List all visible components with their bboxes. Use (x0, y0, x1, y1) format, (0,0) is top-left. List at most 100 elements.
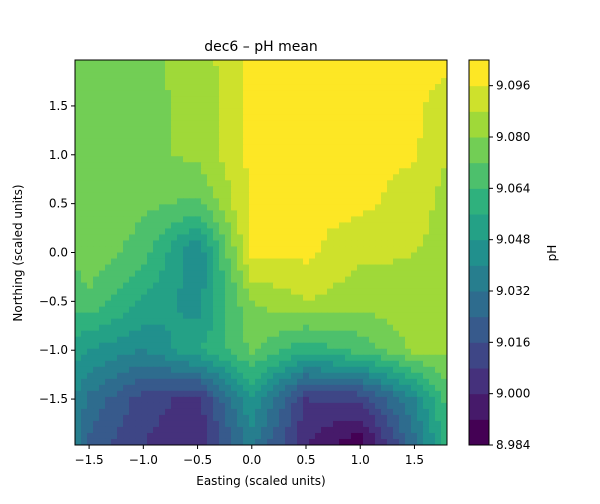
contour-cell (411, 210, 418, 218)
contour-cell (153, 228, 160, 236)
contour-cell (303, 408, 310, 416)
contour-cell (141, 78, 148, 85)
contour-cell (303, 192, 310, 199)
contour-cell (279, 318, 286, 326)
contour-cell (327, 390, 334, 398)
contour-cell (285, 162, 292, 169)
contour-cell (111, 354, 118, 362)
contour-cell (213, 180, 220, 187)
contour-cell (93, 84, 100, 91)
contour-cell (123, 384, 130, 392)
contour-cell (141, 240, 148, 248)
contour-cell (141, 66, 148, 73)
contour-cell (99, 288, 106, 296)
contour-cell (417, 318, 424, 326)
contour-cell (261, 264, 268, 272)
contour-cell (117, 282, 124, 290)
contour-cell (165, 210, 172, 218)
contour-cell (429, 78, 436, 85)
contour-cell (87, 102, 94, 109)
colorbar-band (469, 60, 489, 87)
contour-cell (99, 258, 106, 266)
contour-cell (153, 174, 160, 181)
contour-cell (351, 396, 358, 404)
contour-cell (249, 120, 256, 127)
contour-cell (417, 402, 424, 410)
contour-cell (123, 228, 130, 236)
contour-cell (291, 336, 298, 344)
contour-cell (195, 336, 202, 344)
contour-cell (177, 378, 184, 386)
contour-cell (285, 120, 292, 127)
contour-cell (141, 354, 148, 362)
contour-cell (387, 318, 394, 326)
contour-cell (441, 246, 447, 254)
contour-cell (249, 432, 256, 440)
contour-cell (195, 180, 202, 187)
contour-cell (327, 210, 334, 218)
contour-cell (393, 114, 400, 121)
contour-cell (327, 168, 334, 175)
contour-cell (375, 228, 382, 236)
contour-cell (297, 174, 304, 181)
contour-cell (177, 324, 184, 332)
contour-cell (105, 264, 112, 272)
contour-cell (225, 156, 232, 163)
contour-cell (315, 396, 322, 404)
contour-cell (429, 396, 436, 404)
contour-cell (345, 336, 352, 344)
contour-cell (249, 336, 256, 344)
contour-cell (291, 180, 298, 187)
contour-cell (423, 432, 430, 440)
contour-cell (375, 264, 382, 272)
contour-cell (189, 294, 196, 302)
contour-cell (417, 234, 424, 242)
contour-cell (147, 150, 154, 157)
contour-cell (177, 198, 184, 205)
contour-cell (75, 60, 82, 67)
contour-cell (195, 66, 202, 73)
contour-cell (315, 132, 322, 139)
contour-cell (423, 186, 430, 193)
contour-cell (147, 156, 154, 163)
contour-cell (75, 378, 82, 386)
contour-cell (429, 378, 436, 386)
contour-cell (243, 198, 250, 205)
contour-cell (219, 222, 226, 230)
contour-cell (231, 150, 238, 157)
contour-cell (243, 396, 250, 404)
contour-cell (99, 318, 106, 326)
contour-cell (297, 282, 304, 290)
contour-cell (255, 264, 262, 272)
contour-cell (321, 408, 328, 416)
contour-cell (351, 162, 358, 169)
contour-cell (255, 78, 262, 85)
contour-cell (231, 228, 238, 236)
colorbar-band (469, 214, 489, 241)
contour-cell (345, 390, 352, 398)
contour-cell (429, 276, 436, 284)
contour-cell (153, 114, 160, 121)
contour-cell (279, 378, 286, 386)
contour-cell (207, 402, 214, 410)
contour-cell (123, 156, 130, 163)
contour-cell (417, 348, 424, 356)
colorbar-band (469, 85, 489, 112)
contour-cell (351, 126, 358, 133)
contour-cell (117, 138, 124, 145)
contour-cell (87, 144, 94, 151)
contour-cell (399, 204, 406, 211)
contour-cell (93, 240, 100, 248)
contour-cell (81, 216, 88, 224)
contour-cell (327, 72, 334, 79)
contour-cell (417, 294, 424, 302)
contour-cell (129, 408, 136, 416)
contour-cell (309, 264, 316, 272)
contour-cell (117, 306, 124, 314)
contour-cell (81, 342, 88, 350)
contour-cell (417, 150, 424, 157)
contour-cell (441, 342, 447, 350)
contour-cell (315, 120, 322, 127)
contour-cell (363, 138, 370, 145)
contour-cell (171, 210, 178, 218)
